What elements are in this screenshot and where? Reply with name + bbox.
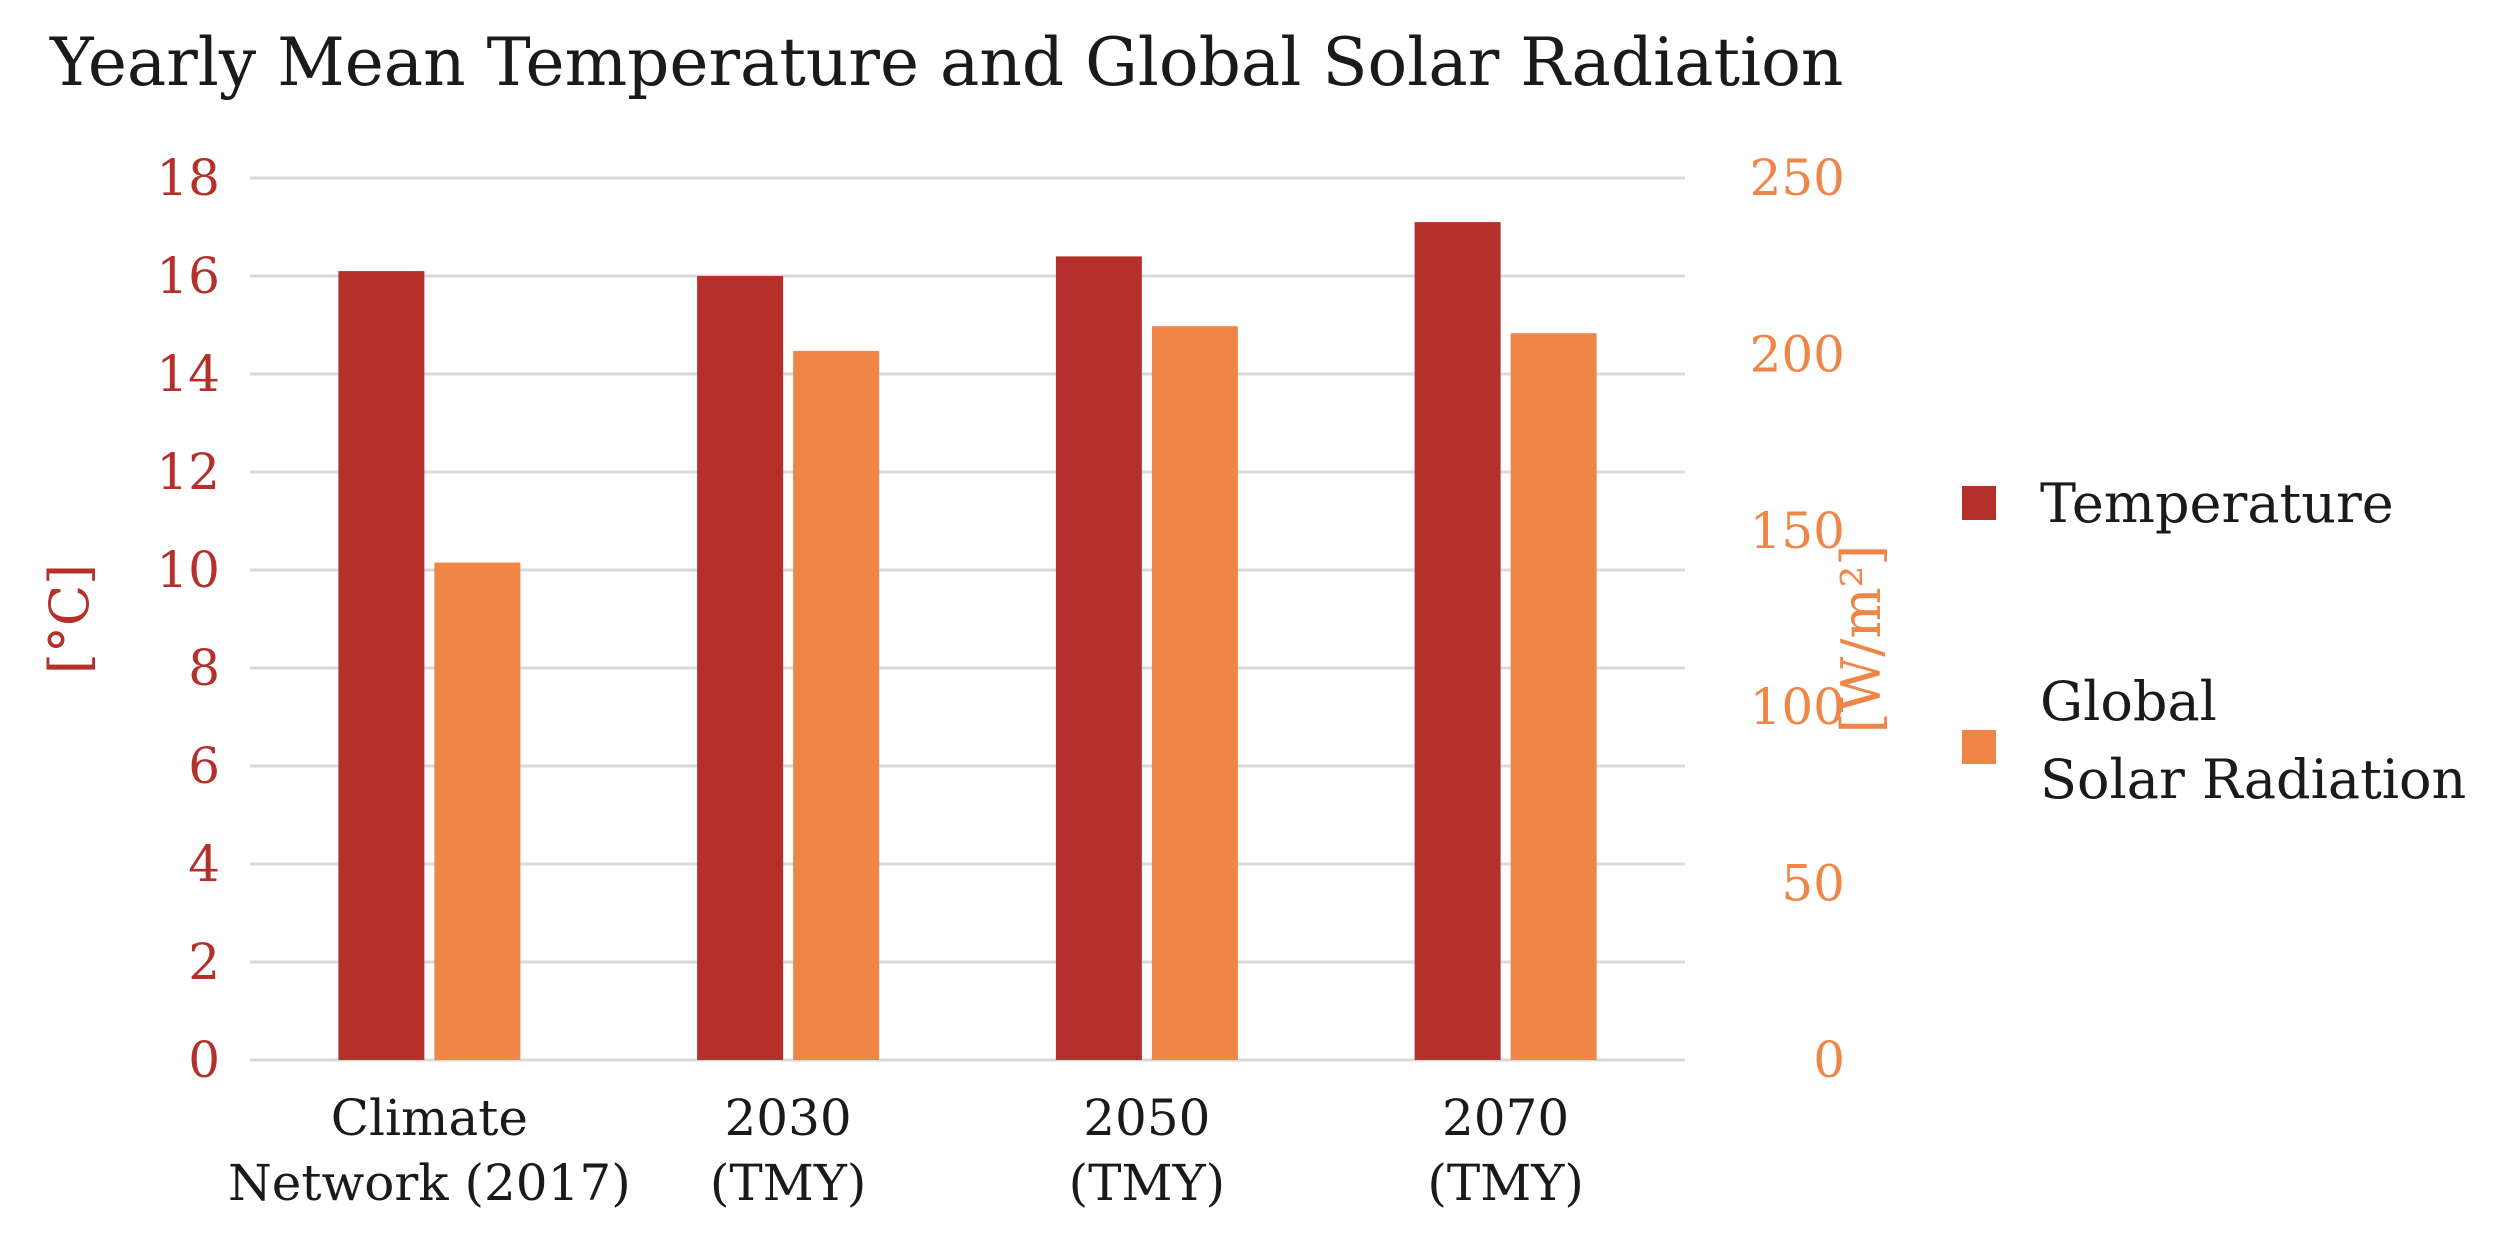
right-axis-ticks: 0 50 100 150 200 250 (1750, 149, 1845, 1089)
left-axis-ticks: 0 2 4 6 8 10 12 14 16 18 (156, 149, 220, 1089)
y-left-tick-label: 18 (156, 149, 220, 207)
bar-solar-radiation (1151, 326, 1238, 1060)
y-right-tick-label: 250 (1750, 149, 1845, 207)
x-category-label: Network (2017) (228, 1154, 631, 1212)
bar-temperature (338, 271, 425, 1061)
y-left-tick-label: 10 (156, 541, 220, 599)
y-left-tick-label: 0 (188, 1031, 220, 1089)
bar-temperature (697, 276, 784, 1060)
y-left-tick-label: 6 (188, 737, 220, 795)
y-axis-right-label: [W/m²] (1830, 545, 1893, 734)
legend-label-temperature: Temperature (2040, 472, 2394, 535)
bar-solar-radiation (434, 562, 521, 1060)
x-category-label: (TMY) (710, 1154, 867, 1212)
legend-label-solar-radiation: Solar Radiation (2040, 748, 2466, 811)
y-axis-left-label: [°C] (38, 564, 101, 674)
y-left-tick-label: 14 (156, 345, 220, 403)
y-right-tick-label: 0 (1813, 1031, 1845, 1089)
bar-solar-radiation (793, 350, 880, 1060)
y-right-tick-label: 150 (1750, 502, 1845, 560)
legend-swatch-temperature (1962, 486, 1996, 520)
y-left-tick-label: 4 (188, 835, 220, 893)
x-category-label: (TMY) (1069, 1154, 1226, 1212)
y-right-tick-label: 50 (1781, 855, 1845, 913)
x-category-label: 2030 (725, 1089, 852, 1147)
y-right-tick-label: 200 (1750, 325, 1845, 383)
chart-title: Yearly Mean Temperature and Global Solar… (49, 24, 1843, 101)
legend-label-solar-radiation: Global (2040, 670, 2217, 733)
legend: Temperature Global Solar Radiation (1962, 472, 2466, 811)
bar-solar-radiation (1510, 333, 1597, 1060)
y-right-tick-label: 100 (1750, 678, 1845, 736)
y-left-tick-label: 16 (156, 247, 220, 305)
x-category-label: 2070 (1442, 1089, 1569, 1147)
y-left-tick-label: 8 (188, 639, 220, 697)
y-left-tick-label: 2 (188, 933, 220, 991)
category-labels: Climate Network (2017) 2030 (TMY) 2050 (TMY) 2… (228, 1089, 1584, 1212)
x-category-label: (TMY) (1427, 1154, 1584, 1212)
bar-temperature (1414, 222, 1501, 1061)
y-left-tick-label: 12 (156, 443, 220, 501)
x-category-label: 2050 (1083, 1089, 1210, 1147)
legend-swatch-solar-radiation (1962, 730, 1996, 764)
bars (338, 222, 1597, 1061)
bar-temperature (1055, 256, 1142, 1060)
x-category-label: Climate (331, 1089, 528, 1147)
